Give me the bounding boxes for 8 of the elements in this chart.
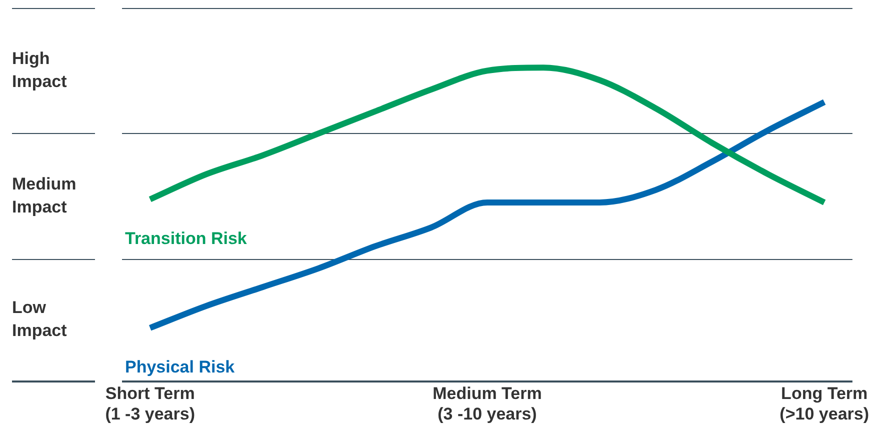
x-tick-label: Long Term (>10 years) — [780, 384, 870, 424]
text: Low Impact — [12, 298, 68, 340]
x-tick-label: Short Term (1 -3 years) — [105, 384, 195, 424]
text: Physical Risk — [125, 358, 236, 377]
text: Transition Risk — [125, 228, 248, 248]
x-tick-label: Medium Term (3 -10 years) — [432, 384, 542, 424]
text: High Impact — [12, 48, 68, 91]
text: Medium Impact — [12, 174, 76, 216]
